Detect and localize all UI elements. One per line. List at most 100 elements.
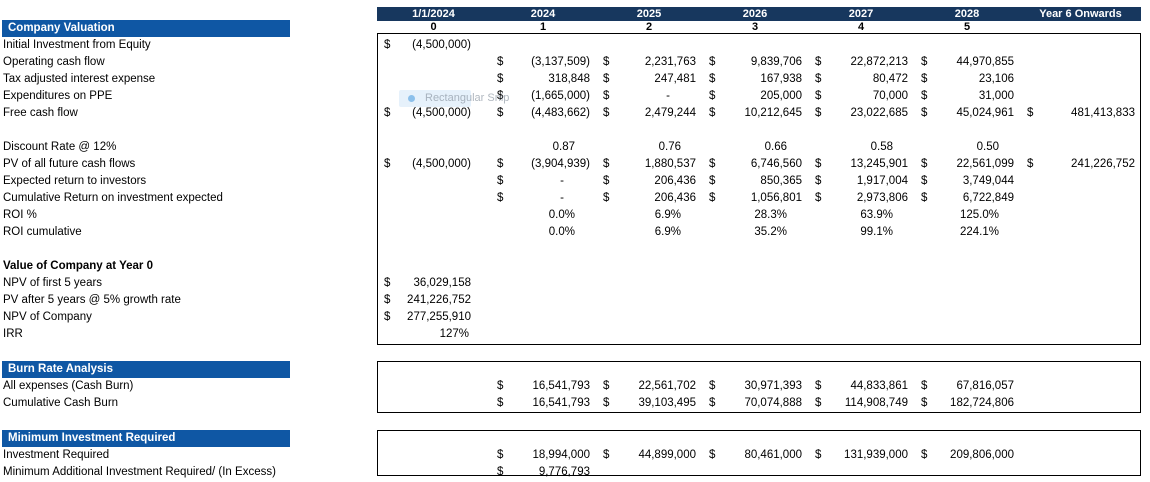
cell[interactable]: $ (4,500,000) (377, 105, 490, 122)
cell[interactable]: $3,749,044 (914, 173, 1020, 190)
cell[interactable]: $277,255,910 (377, 309, 490, 326)
cell[interactable]: 63.9% (808, 207, 914, 224)
cell[interactable]: $23,106 (914, 71, 1020, 88)
cell[interactable]: $ - (490, 173, 596, 190)
cell[interactable]: 0.0% (490, 224, 596, 241)
cell[interactable]: $ (4,500,000) (377, 37, 490, 54)
cell[interactable]: $2,479,244 (596, 105, 702, 122)
cell[interactable]: $850,365 (702, 173, 808, 190)
row-label[interactable]: IRR (3, 328, 23, 340)
cell[interactable]: $9,839,706 (702, 54, 808, 71)
cell[interactable]: $70,000 (808, 88, 914, 105)
cell[interactable]: $22,561,099 (914, 156, 1020, 173)
cell[interactable]: $ (3,904,939) (490, 156, 596, 173)
row-label[interactable]: Cumulative Cash Burn (3, 397, 119, 409)
period-number-0[interactable]: 0 (430, 21, 437, 33)
cell[interactable]: $ - (490, 190, 596, 207)
cell[interactable]: $ (4,483,662) (490, 105, 596, 122)
row-label[interactable]: Cumulative Return on investment expected (3, 192, 223, 204)
cell[interactable]: $22,561,702 (596, 378, 702, 395)
period-number-1[interactable]: 1 (539, 21, 547, 33)
cell[interactable]: $1,056,801 (702, 190, 808, 207)
cell[interactable]: $247,481 (596, 71, 702, 88)
column-header-4[interactable]: 2027 (848, 8, 874, 20)
cell[interactable]: 35.2% (702, 224, 808, 241)
cell[interactable]: $23,022,685 (808, 105, 914, 122)
cell[interactable]: $18,994,000 (490, 447, 596, 464)
cell[interactable]: $481,413,833 (1020, 105, 1141, 122)
cell[interactable]: $31,000 (914, 88, 1020, 105)
cell[interactable]: $44,970,855 (914, 54, 1020, 71)
row-label[interactable]: PV after 5 years @ 5% growth rate (3, 294, 181, 306)
cell[interactable]: $ - (596, 88, 702, 105)
row-label[interactable]: NPV of first 5 years (3, 277, 103, 289)
cell[interactable]: $80,472 (808, 71, 914, 88)
cell[interactable]: $209,806,000 (914, 447, 1020, 464)
cell[interactable]: $13,245,901 (808, 156, 914, 173)
cell[interactable]: $241,226,752 (377, 292, 490, 309)
cell[interactable]: $45,024,961 (914, 105, 1020, 122)
row-label[interactable]: Tax adjusted interest expense (3, 73, 156, 85)
row-label[interactable]: ROI cumulative (3, 226, 82, 238)
cell[interactable]: $6,746,560 (702, 156, 808, 173)
cell[interactable]: 99.1% (808, 224, 914, 241)
cell[interactable]: $30,971,393 (702, 378, 808, 395)
column-header-5[interactable]: 2028 (954, 8, 980, 20)
section-header-company-valuation[interactable]: Company Valuation (2, 20, 290, 37)
cell[interactable]: 0.50 (914, 139, 1020, 156)
cell[interactable]: $241,226,752 (1020, 156, 1141, 173)
cell[interactable]: 0.66 (702, 139, 808, 156)
cell[interactable]: $131,939,000 (808, 447, 914, 464)
cell[interactable]: $22,872,213 (808, 54, 914, 71)
cell[interactable]: $114,908,749 (808, 395, 914, 412)
cell[interactable]: $44,833,861 (808, 378, 914, 395)
cell[interactable]: $80,461,000 (702, 447, 808, 464)
cell[interactable]: $2,231,763 (596, 54, 702, 71)
column-header-1[interactable]: 2024 (530, 8, 556, 20)
cell[interactable]: $44,899,000 (596, 447, 702, 464)
cell[interactable]: 6.9% (596, 207, 702, 224)
period-number-3[interactable]: 3 (751, 21, 759, 33)
cell[interactable]: $318,848 (490, 71, 596, 88)
cell[interactable]: $206,436 (596, 173, 702, 190)
column-header-6[interactable]: Year 6 Onwards (1039, 8, 1122, 20)
row-label[interactable]: NPV of Company (3, 311, 92, 323)
cell[interactable]: $167,938 (702, 71, 808, 88)
column-header-3[interactable]: 2026 (742, 8, 768, 20)
period-number-4[interactable]: 4 (857, 21, 865, 33)
period-number-2[interactable]: 2 (645, 21, 653, 33)
cell[interactable]: $ (4,500,000) (377, 156, 490, 173)
period-number-5[interactable]: 5 (963, 21, 971, 33)
row-label[interactable]: Minimum Additional Investment Required/ … (3, 466, 276, 478)
cell[interactable]: $16,541,793 (490, 378, 596, 395)
section-header-minimum-investment-required[interactable]: Minimum Investment Required (2, 430, 290, 447)
cell[interactable]: $6,722,849 (914, 190, 1020, 207)
cell[interactable]: $70,074,888 (702, 395, 808, 412)
cell[interactable]: 0.0% (490, 207, 596, 224)
cell[interactable]: $39,103,495 (596, 395, 702, 412)
cell[interactable]: 0.87 (490, 139, 596, 156)
cell[interactable]: $ (3,137,509) (490, 54, 596, 71)
cell[interactable]: 0.58 (808, 139, 914, 156)
row-label[interactable]: PV of all future cash flows (3, 158, 136, 170)
cell[interactable]: 28.3% (702, 207, 808, 224)
row-label[interactable]: Discount Rate @ 12% (3, 141, 117, 153)
cell[interactable]: 224.1% (914, 224, 1020, 241)
row-label[interactable]: Expected return to investors (3, 175, 147, 187)
row-label[interactable]: Operating cash flow (3, 56, 105, 68)
row-label[interactable]: Initial Investment from Equity (3, 39, 151, 51)
column-header-2[interactable]: 2025 (636, 8, 662, 20)
cell[interactable]: $206,436 (596, 190, 702, 207)
cell[interactable]: $ (1,665,000) (490, 88, 596, 105)
row-label[interactable]: Investment Required (3, 449, 110, 461)
cell[interactable]: $67,816,057 (914, 378, 1020, 395)
cell[interactable]: $1,880,537 (596, 156, 702, 173)
cell[interactable]: $36,029,158 (377, 275, 490, 292)
cell[interactable]: 0.76 (596, 139, 702, 156)
cell[interactable]: $1,917,004 (808, 173, 914, 190)
section-header-burn-rate-analysis[interactable]: Burn Rate Analysis (2, 361, 290, 378)
column-header-0[interactable]: 1/1/2024 (412, 8, 455, 20)
row-label[interactable]: ROI % (3, 209, 37, 221)
row-label[interactable]: Expenditures on PPE (3, 90, 113, 102)
cell[interactable]: $9,776,793 (490, 464, 596, 481)
